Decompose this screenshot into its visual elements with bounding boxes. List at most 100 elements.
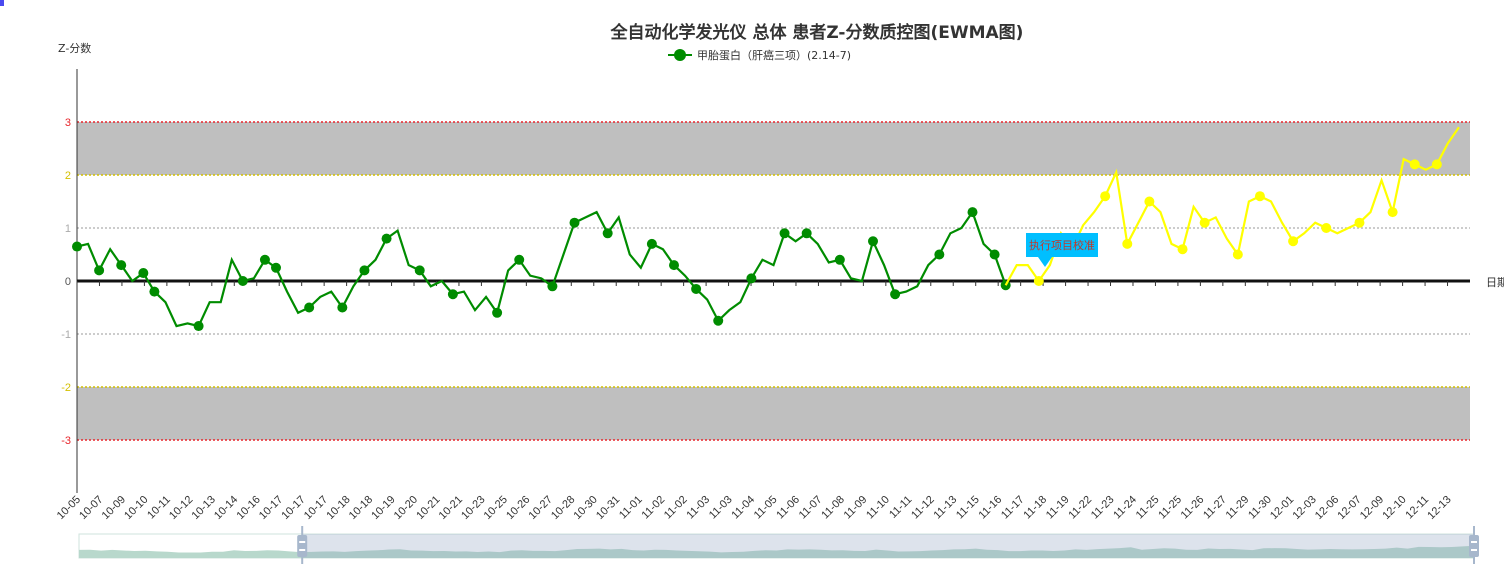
x-tick-label: 11-12 [909, 494, 937, 522]
series-0 [72, 207, 1011, 332]
x-tick-label: 11-08 [819, 494, 847, 522]
x-tick-label: 11-11 [887, 494, 914, 521]
x-tick-label: 10-21 [437, 494, 465, 522]
x-tick-label: 12-11 [1403, 494, 1431, 522]
x-tick-label: 10-17 [257, 494, 285, 522]
data-point [989, 249, 1000, 260]
x-tick-label: 11-04 [729, 494, 757, 522]
data-point [569, 217, 580, 228]
x-tick-label: 12-13 [1425, 494, 1453, 522]
x-tick-label: 11-01 [617, 494, 645, 522]
x-tick-label: 10-16 [234, 494, 262, 522]
series-1 [1004, 126, 1460, 286]
x-tick-label: 11-18 [1021, 494, 1049, 522]
data-point [801, 228, 812, 239]
data-point [691, 283, 702, 294]
data-point [1100, 191, 1111, 202]
window-corner-marker [0, 0, 4, 6]
data-point [646, 238, 657, 249]
x-tick-label: 12-10 [1380, 494, 1408, 522]
x-tick-label: 12-03 [1290, 494, 1318, 522]
data-point [890, 289, 901, 300]
calibration-annotation: 执行项目校准 [1026, 233, 1098, 267]
x-tick-label: 11-25 [1156, 494, 1184, 522]
data-point [1033, 276, 1044, 286]
x-tick-label: 11-13 [932, 494, 960, 522]
x-tick-label: 11-30 [1246, 494, 1274, 522]
x-tick-label: 11-22 [1066, 494, 1094, 522]
x-tick-label: 10-18 [324, 494, 352, 522]
x-tick-label: 10-13 [190, 494, 218, 522]
data-point [193, 321, 204, 332]
x-tick-label: 11-05 [752, 494, 780, 522]
x-tick-label: 11-25 [1134, 494, 1162, 522]
data-point [1232, 249, 1243, 260]
data-point [337, 302, 348, 313]
data-point [116, 260, 127, 271]
data-point [492, 307, 503, 318]
legend-item[interactable]: 甲胎蛋白（肝癌三项）(2.14-7) [668, 47, 851, 63]
x-tick-label: 10-17 [302, 494, 330, 522]
handle-grip-icon [1471, 549, 1477, 551]
data-point [72, 241, 82, 252]
y-tick-label: -1 [61, 329, 71, 341]
x-tick-label: 10-30 [571, 494, 599, 522]
handle-grip-icon [299, 549, 306, 551]
handle-grip-icon [299, 541, 306, 543]
data-point [447, 289, 458, 300]
data-point [149, 286, 160, 297]
legend-label: 甲胎蛋白（肝癌三项）(2.14-7) [697, 49, 852, 62]
x-tick-label: 10-09 [100, 494, 128, 522]
chart-title: 全自动化学发光仪 总体 患者Z-分数质控图(EWMA图) [610, 23, 1024, 43]
x-tick-label: 11-15 [954, 494, 982, 522]
y-tick-label: 3 [65, 117, 71, 129]
x-tick-label: 10-07 [77, 494, 105, 522]
series-line [1004, 126, 1460, 286]
y-tick-label: -2 [61, 382, 71, 394]
x-tick-label: 12-06 [1313, 494, 1341, 522]
x-tick-label: 11-23 [1089, 494, 1117, 522]
y-tick-label: 1 [65, 223, 71, 235]
x-tick-label: 11-03 [684, 494, 712, 522]
y-tick-label: -3 [61, 435, 71, 447]
x-tick-label: 11-07 [797, 494, 825, 522]
x-tick-label: 10-27 [527, 494, 555, 522]
data-point [1354, 217, 1365, 228]
x-tick-label: 10-10 [122, 494, 150, 522]
data-point [868, 236, 878, 247]
y-tick-label: 2 [65, 170, 71, 182]
data-point [934, 249, 945, 260]
data-point [1144, 196, 1155, 207]
x-tick-label: 10-23 [459, 494, 487, 522]
data-point [967, 207, 978, 218]
series-line [76, 209, 1007, 328]
x-tick-label: 11-09 [842, 494, 870, 522]
x-axis-name: 日期 [1486, 276, 1504, 289]
data-point [669, 260, 679, 271]
x-tick-label: 10-28 [549, 494, 577, 522]
datazoom-start-handle[interactable] [297, 535, 308, 557]
data-point [94, 265, 105, 276]
data-point [1431, 159, 1442, 170]
legend-marker-icon [668, 49, 692, 61]
x-tick-label: 11-16 [976, 494, 1004, 522]
datazoom-end-handle[interactable] [1469, 535, 1479, 557]
data-point [713, 315, 724, 326]
data-point [1122, 238, 1133, 249]
data-point [259, 254, 270, 265]
upper-warning-band [77, 122, 1470, 175]
x-tick-label: 10-25 [482, 494, 510, 522]
x-tick-label: 10-17 [279, 494, 307, 522]
x-tick-label: 10-05 [55, 494, 83, 522]
data-point [746, 273, 757, 284]
x-tick-label: 11-03 [707, 494, 735, 522]
data-point [1288, 236, 1299, 247]
x-tick-label: 10-19 [369, 494, 397, 522]
datazoom-selected-range[interactable] [302, 534, 1475, 558]
x-tick-label: 10-20 [392, 494, 420, 522]
data-point [1254, 191, 1265, 202]
data-point [834, 254, 845, 265]
data-point [1387, 207, 1398, 218]
data-point [1199, 217, 1210, 228]
lower-warning-band [77, 387, 1470, 440]
